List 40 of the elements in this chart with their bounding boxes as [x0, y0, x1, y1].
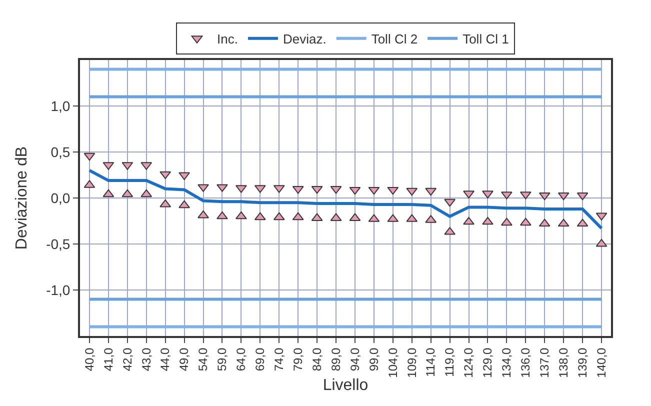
- y-tick-label: -0,5: [46, 236, 70, 252]
- x-tick-label: 99,0: [366, 347, 381, 372]
- x-axis-title: Livello: [322, 377, 368, 394]
- x-tick-label: 94,0: [348, 347, 362, 372]
- x-tick-label: 129,0: [480, 347, 495, 378]
- x-tick-label: 49,0: [177, 347, 192, 372]
- x-tick-label: 59,0: [215, 347, 230, 372]
- x-tick-label: 109,0: [404, 347, 419, 378]
- x-tick-label: 64,0: [234, 347, 248, 372]
- x-tick-label: 44,0: [158, 347, 172, 372]
- x-tick-label: 43,0: [139, 347, 154, 372]
- x-tick-label: 140,0: [594, 347, 608, 378]
- line-series: [88, 168, 604, 230]
- x-tick-label: 79,0: [290, 347, 305, 372]
- x-tick-label: 104,0: [386, 347, 400, 378]
- x-tick-label: 74,0: [272, 347, 286, 372]
- x-tick-label: 54,0: [196, 347, 210, 372]
- x-tick-label: 42,0: [120, 347, 134, 372]
- y-tick-label: 0,0: [50, 190, 70, 206]
- x-tick-label: 138,0: [556, 347, 570, 378]
- x-tick-label: 69,0: [253, 347, 268, 372]
- x-tick-label: 84,0: [310, 347, 324, 372]
- x-tick-label: 40,0: [82, 347, 96, 372]
- x-tick-label: 134,0: [500, 347, 514, 378]
- x-tick-label: 89,0: [328, 347, 343, 372]
- y-axis-title: Deviazione dB: [13, 146, 30, 250]
- y-tick-label: 1,0: [50, 98, 70, 114]
- x-tick-label: 137,0: [538, 347, 552, 378]
- legend-label: Toll Cl 1: [462, 32, 509, 46]
- legend-label: Inc.: [217, 32, 238, 46]
- y-tick-label: -1,0: [46, 282, 70, 298]
- x-tick-label: 124,0: [462, 347, 476, 378]
- x-tick-label: 41,0: [101, 347, 116, 372]
- x-tick-label: 119,0: [442, 347, 457, 377]
- x-tick-label: 139,0: [575, 347, 590, 378]
- legend-label: Deviaz.: [282, 32, 326, 46]
- y-tick-label: 0,5: [50, 144, 70, 160]
- x-tick-label: 114,0: [424, 347, 438, 377]
- legend-label: Toll Cl 2: [371, 32, 418, 46]
- x-tick-label: 136,0: [518, 347, 533, 378]
